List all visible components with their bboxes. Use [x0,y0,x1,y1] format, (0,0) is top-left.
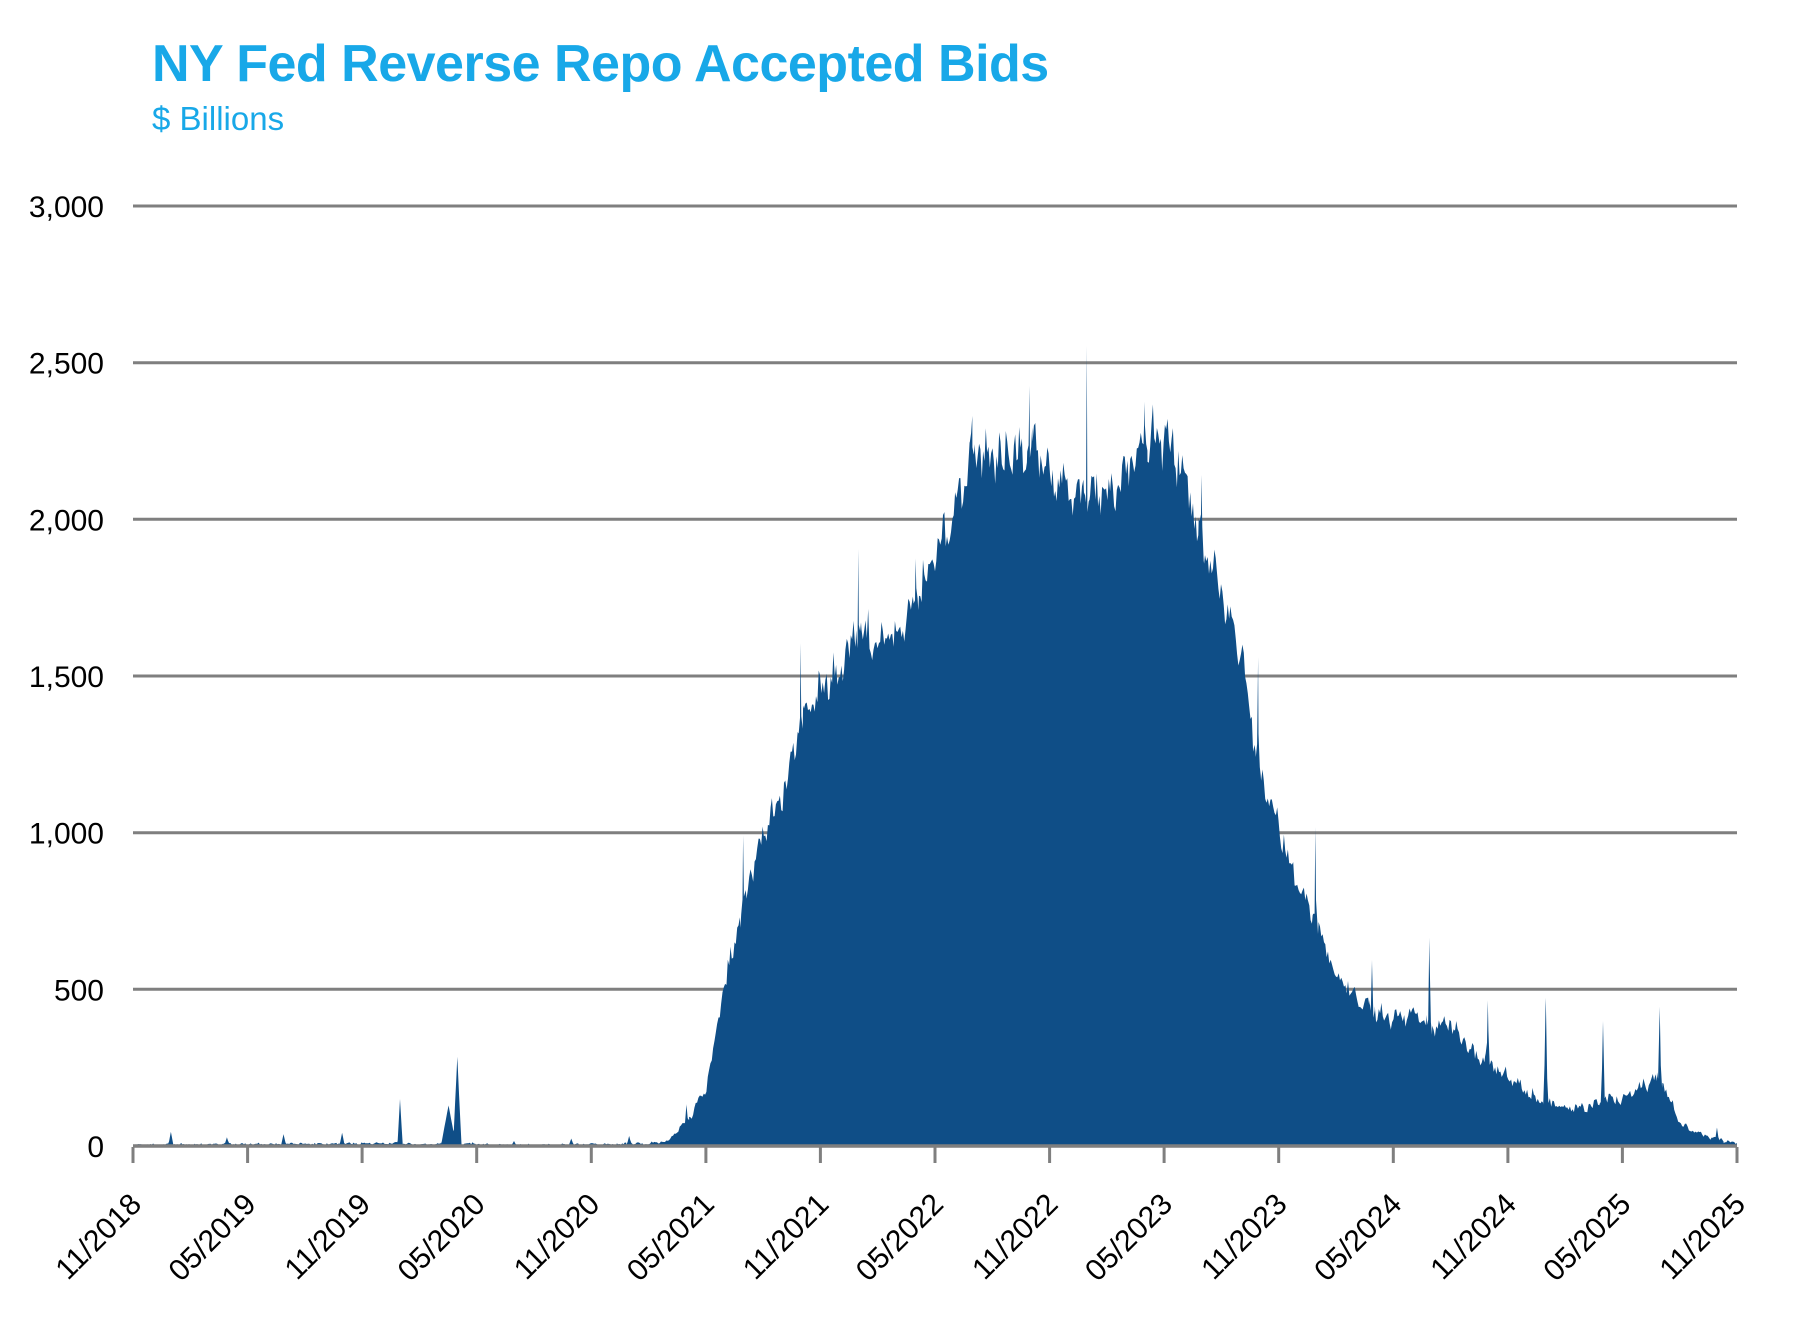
svg-text:05/2021: 05/2021 [621,1188,721,1288]
svg-text:05/2025: 05/2025 [1537,1188,1637,1288]
svg-text:11/2018: 11/2018 [50,1188,148,1286]
svg-text:11/2020: 11/2020 [508,1188,606,1286]
y-axis-labels: 0 500 1,000 1,500 2,000 2,500 3,000 [29,191,104,1164]
svg-text:05/2023: 05/2023 [1079,1188,1179,1288]
chart-title: NY Fed Reverse Repo Accepted Bids [152,35,1049,93]
svg-text:500: 500 [54,974,104,1007]
svg-text:05/2020: 05/2020 [392,1188,492,1288]
svg-text:11/2023: 11/2023 [1195,1188,1293,1286]
svg-text:3,000: 3,000 [29,191,104,224]
svg-text:11/2021: 11/2021 [737,1188,835,1286]
svg-text:2,500: 2,500 [29,348,104,381]
svg-text:05/2019: 05/2019 [163,1188,263,1288]
chart-header: NY Fed Reverse Repo Accepted Bids $ Bill… [152,38,1049,135]
x-axis-labels: 11/2018 05/2019 11/2019 05/2020 11/2020 05/20… [50,1188,1752,1288]
svg-text:1,500: 1,500 [29,661,104,694]
svg-text:1,000: 1,000 [29,818,104,851]
svg-text:11/2022: 11/2022 [966,1188,1064,1286]
svg-text:11/2024: 11/2024 [1424,1188,1522,1286]
svg-text:2,000: 2,000 [29,504,104,537]
svg-text:11/2025: 11/2025 [1654,1188,1752,1286]
chart-subtitle: $ Billions [152,100,285,137]
area-series [133,345,1737,1146]
svg-text:0: 0 [87,1131,104,1164]
svg-text:05/2024: 05/2024 [1308,1188,1408,1288]
svg-text:11/2019: 11/2019 [279,1188,377,1286]
svg-text:05/2022: 05/2022 [850,1188,950,1288]
x-axis-ticks [131,1147,1739,1163]
